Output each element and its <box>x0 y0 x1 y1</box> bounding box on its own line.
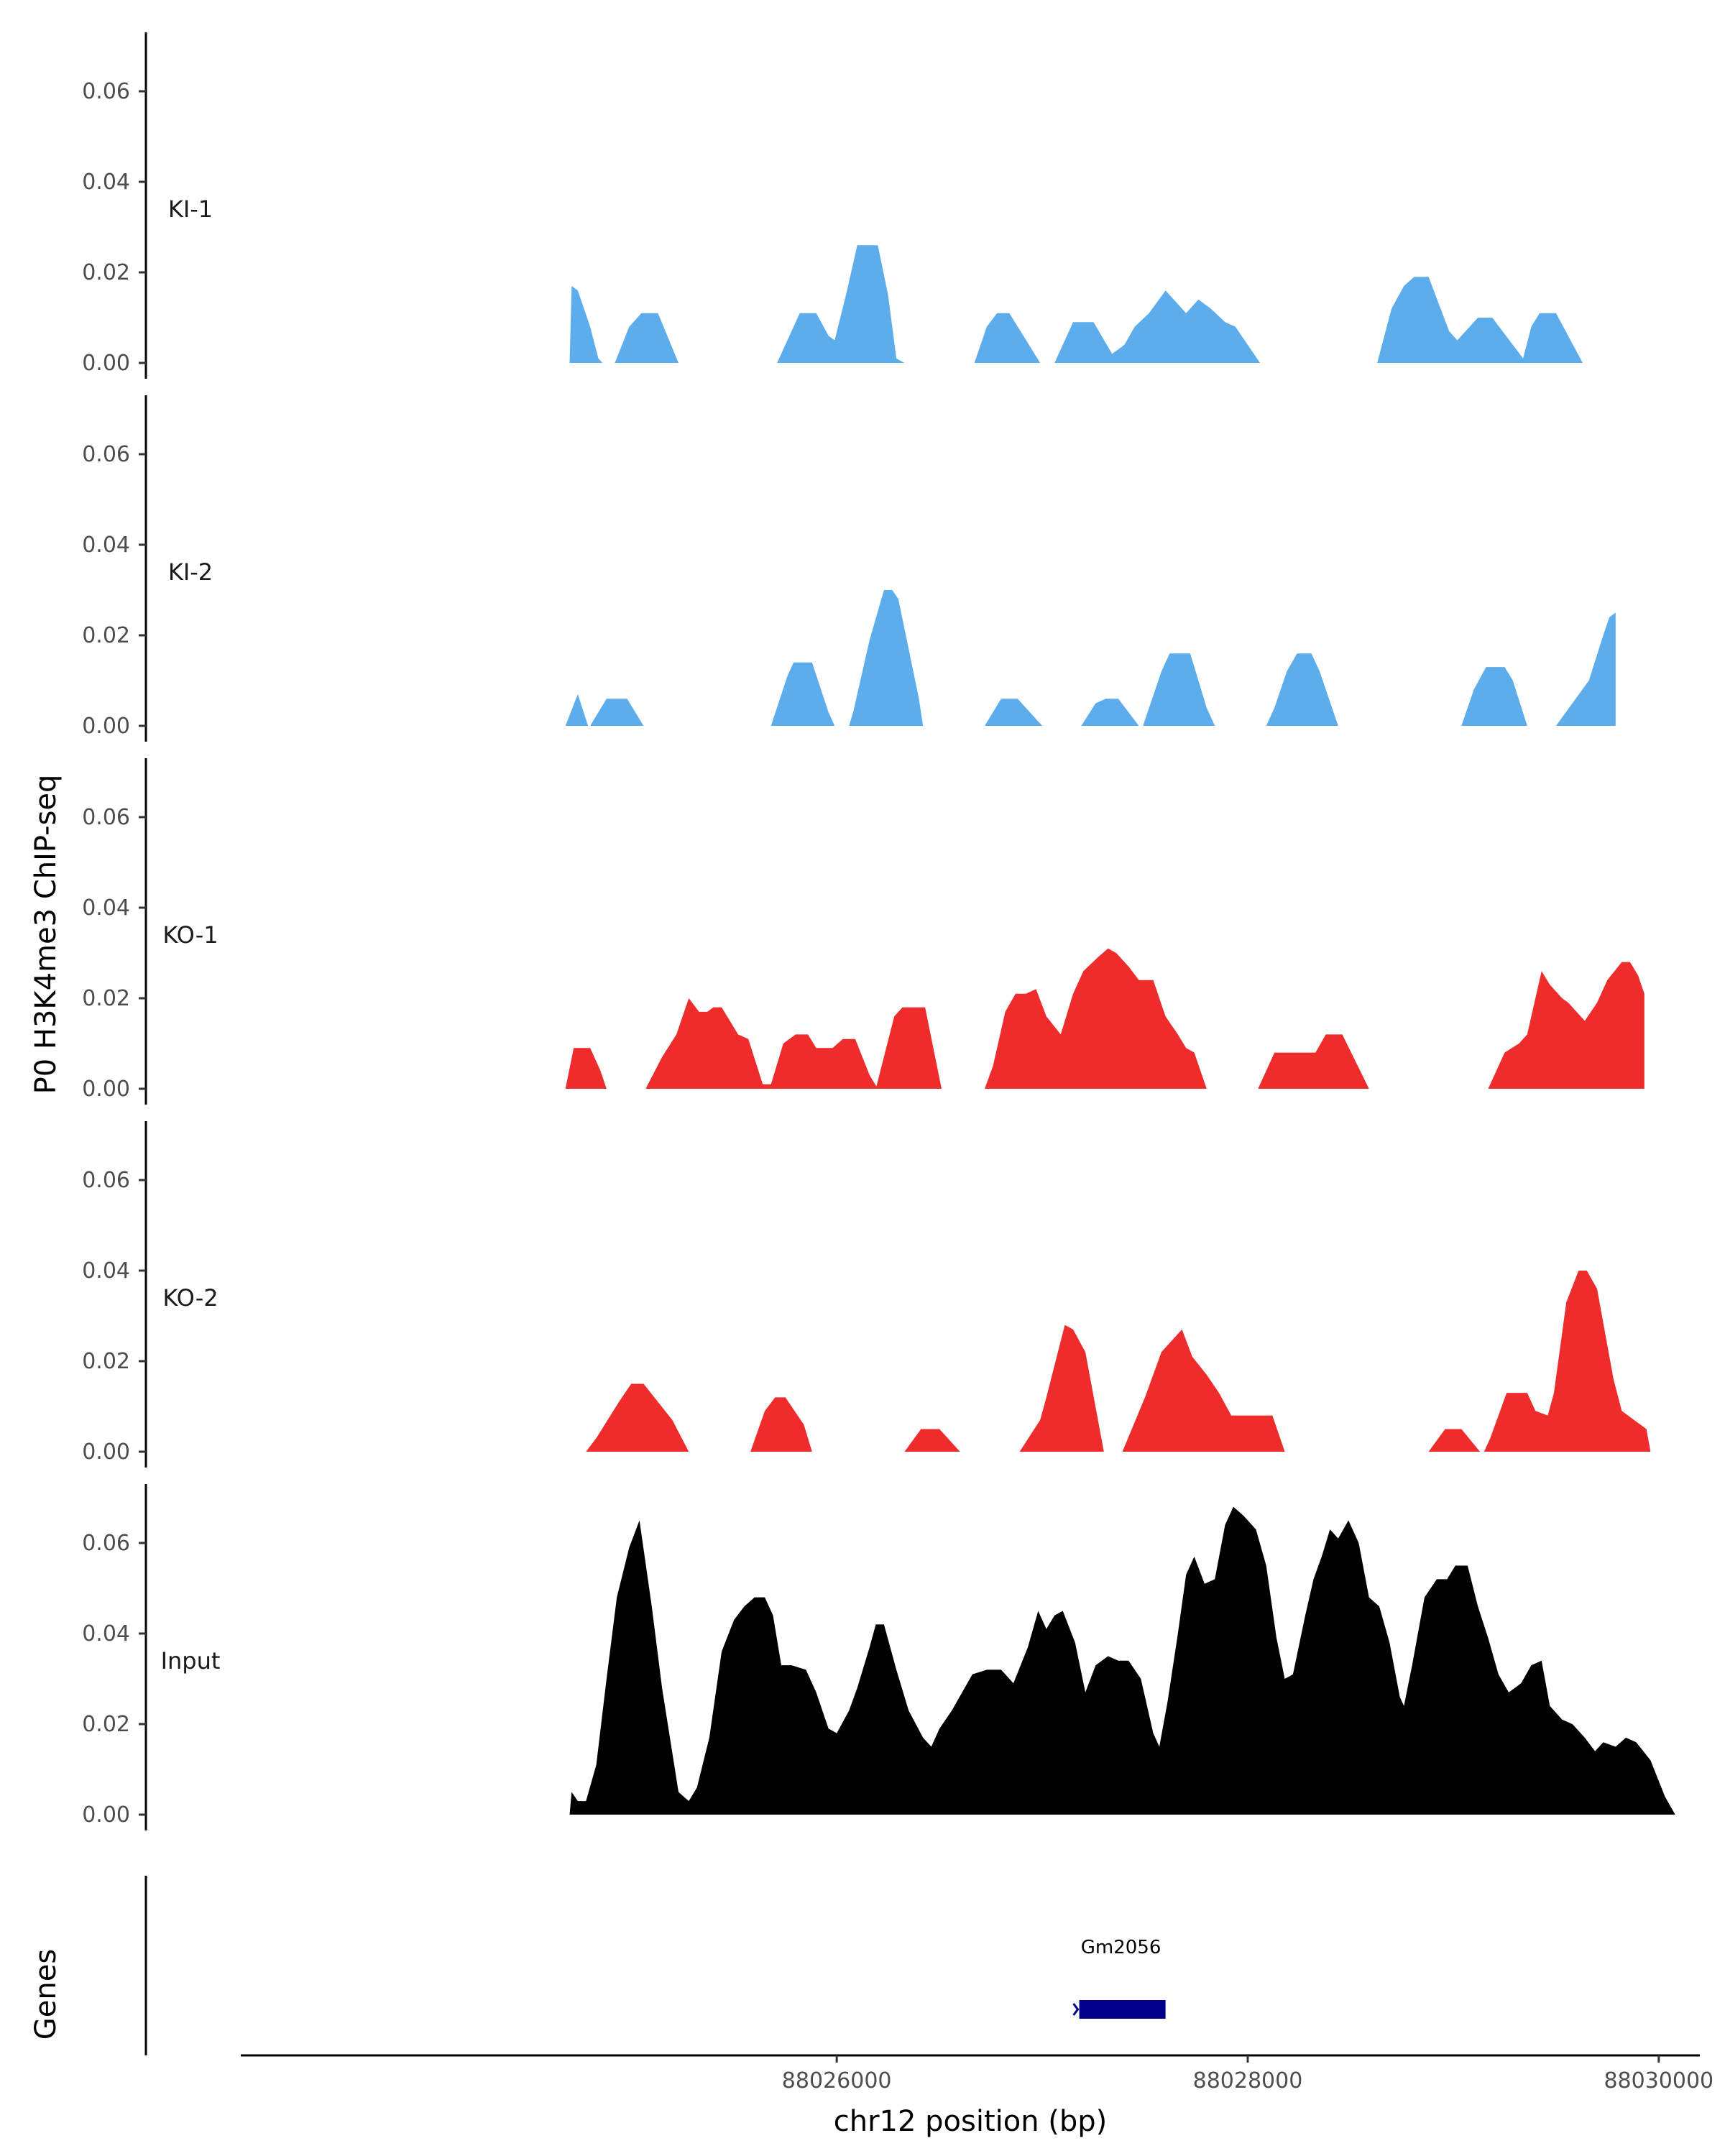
track-ki-1: 0.00 0.02 0.04 0.06 KI-1 <box>82 32 1583 379</box>
coverage-area <box>1555 612 1616 726</box>
coverage-area <box>1122 1329 1285 1452</box>
coverage-area <box>1266 653 1338 726</box>
y-tick-label: 0.00 <box>82 1802 130 1828</box>
y-tick-label: 0.06 <box>82 1168 130 1193</box>
coverage-area <box>645 998 878 1089</box>
tracks-layer: 0.00 0.02 0.04 0.06 KI-1 0.00 0.02 0.04 0.06 KI-2… <box>82 32 1675 1830</box>
y-tick-label: 0.06 <box>82 805 130 830</box>
genes-axis-title: Genes <box>29 1949 63 2040</box>
gene-label: Gm2056 <box>1081 1937 1162 1958</box>
y-tick-label: 0.06 <box>82 79 130 104</box>
coverage-area <box>875 1007 942 1089</box>
track-input: 0.00 0.02 0.04 0.06 Input <box>82 1484 1675 1830</box>
y-tick-label: 0.00 <box>82 1077 130 1102</box>
coverage-area <box>750 1397 812 1452</box>
coverage-area <box>569 1506 1675 1815</box>
gene-body <box>1079 2000 1166 2019</box>
x-axis: 88026000 88028000 88030000 <box>241 2054 1714 2093</box>
y-tick-label: 0.04 <box>82 170 130 195</box>
coverage-area <box>849 590 924 726</box>
track-ko-1: 0.00 0.02 0.04 0.06 KO-1 <box>82 758 1644 1105</box>
coverage-area <box>985 699 1043 726</box>
y-tick-label: 0.00 <box>82 351 130 376</box>
coverage-area <box>590 699 644 726</box>
track-label: KI-1 <box>168 195 213 223</box>
x-tick-label: 88030000 <box>1604 2068 1714 2093</box>
y-tick-label: 0.02 <box>82 1349 130 1374</box>
y-tick-label: 0.06 <box>82 442 130 467</box>
track-ko-2: 0.00 0.02 0.04 0.06 KO-2 <box>82 1121 1651 1468</box>
track-label: KO-1 <box>162 921 218 949</box>
coverage-area <box>1428 1429 1481 1452</box>
y-tick-label: 0.00 <box>82 1439 130 1465</box>
track-ki-2: 0.00 0.02 0.04 0.06 KI-2 <box>82 395 1616 742</box>
coverage-area <box>1019 1325 1104 1452</box>
coverage-area <box>1484 1271 1651 1452</box>
coverage-area <box>615 313 678 363</box>
coverage-area <box>770 662 835 726</box>
coverage-area <box>974 313 1041 363</box>
x-axis-title: chr12 position (bp) <box>834 2105 1108 2138</box>
x-tick-label: 88026000 <box>782 2068 892 2093</box>
coverage-area <box>1143 653 1215 726</box>
gene-strand-arrow <box>1072 2003 1080 2016</box>
coverage-area <box>1258 1034 1369 1089</box>
y-tick-label: 0.04 <box>82 1621 130 1646</box>
coverage-area <box>569 285 603 363</box>
y-tick-label: 0.00 <box>82 714 130 739</box>
coverage-area <box>565 1048 607 1089</box>
coverage-area <box>1081 699 1139 726</box>
y-tick-label: 0.02 <box>82 1712 130 1737</box>
track-label: KO-2 <box>162 1284 218 1312</box>
coverage-area <box>565 694 589 726</box>
y-tick-label: 0.06 <box>82 1531 130 1556</box>
x-tick-label: 88028000 <box>1193 2068 1303 2093</box>
track-label: KI-2 <box>168 558 213 586</box>
y-tick-label: 0.04 <box>82 895 130 921</box>
y-tick-label: 0.02 <box>82 623 130 648</box>
coverage-area <box>985 948 1207 1089</box>
y-tick-label: 0.02 <box>82 260 130 285</box>
y-tick-label: 0.02 <box>82 986 130 1011</box>
y-tick-label: 0.04 <box>82 1258 130 1284</box>
coverage-area <box>586 1383 689 1452</box>
genes-panel: Gm2056 <box>144 1876 1166 2055</box>
coverage-area <box>1054 290 1261 363</box>
y-axis-title: P0 H3K4me3 ChIP-seq <box>29 775 63 1095</box>
coverage-area <box>1377 277 1583 363</box>
coverage-area <box>1461 667 1527 726</box>
coverage-area <box>1488 962 1644 1089</box>
track-label: Input <box>161 1647 221 1674</box>
coverage-area <box>904 1429 960 1452</box>
y-tick-label: 0.04 <box>82 533 130 558</box>
coverage-area <box>777 245 905 363</box>
